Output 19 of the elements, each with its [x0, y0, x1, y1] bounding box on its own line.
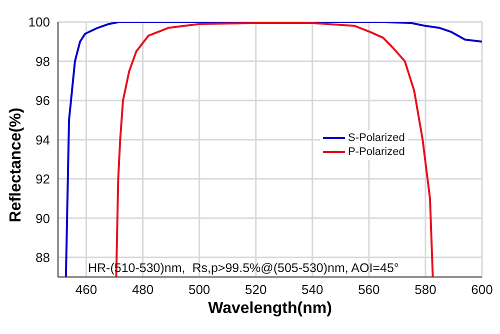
x-tick-label: 480	[132, 282, 154, 298]
x-tick-label: 540	[302, 282, 324, 298]
x-tick-label: 460	[75, 282, 98, 298]
legend-label: S-Polarized	[348, 131, 405, 145]
y-tick-label: 98	[36, 54, 50, 69]
y-axis-title: Reflectance(%)	[7, 108, 25, 222]
y-tick-label: 100	[28, 14, 50, 30]
y-tick-label: 90	[36, 210, 50, 226]
x-tick-label: 520	[245, 282, 267, 298]
x-axis-title: Wavelength(nm)	[207, 300, 333, 318]
x-tick-label: 600	[471, 282, 493, 298]
y-tick-label: 88	[36, 250, 50, 265]
y-tick-label: 92	[36, 172, 50, 187]
x-tick-label: 580	[414, 282, 436, 298]
y-tick-label: 94	[36, 132, 50, 148]
y-tick-label: 96	[36, 93, 50, 108]
x-tick-label: 500	[188, 282, 210, 298]
legend-label: P-Polarized	[348, 145, 405, 159]
x-tick-label: 560	[358, 282, 380, 298]
